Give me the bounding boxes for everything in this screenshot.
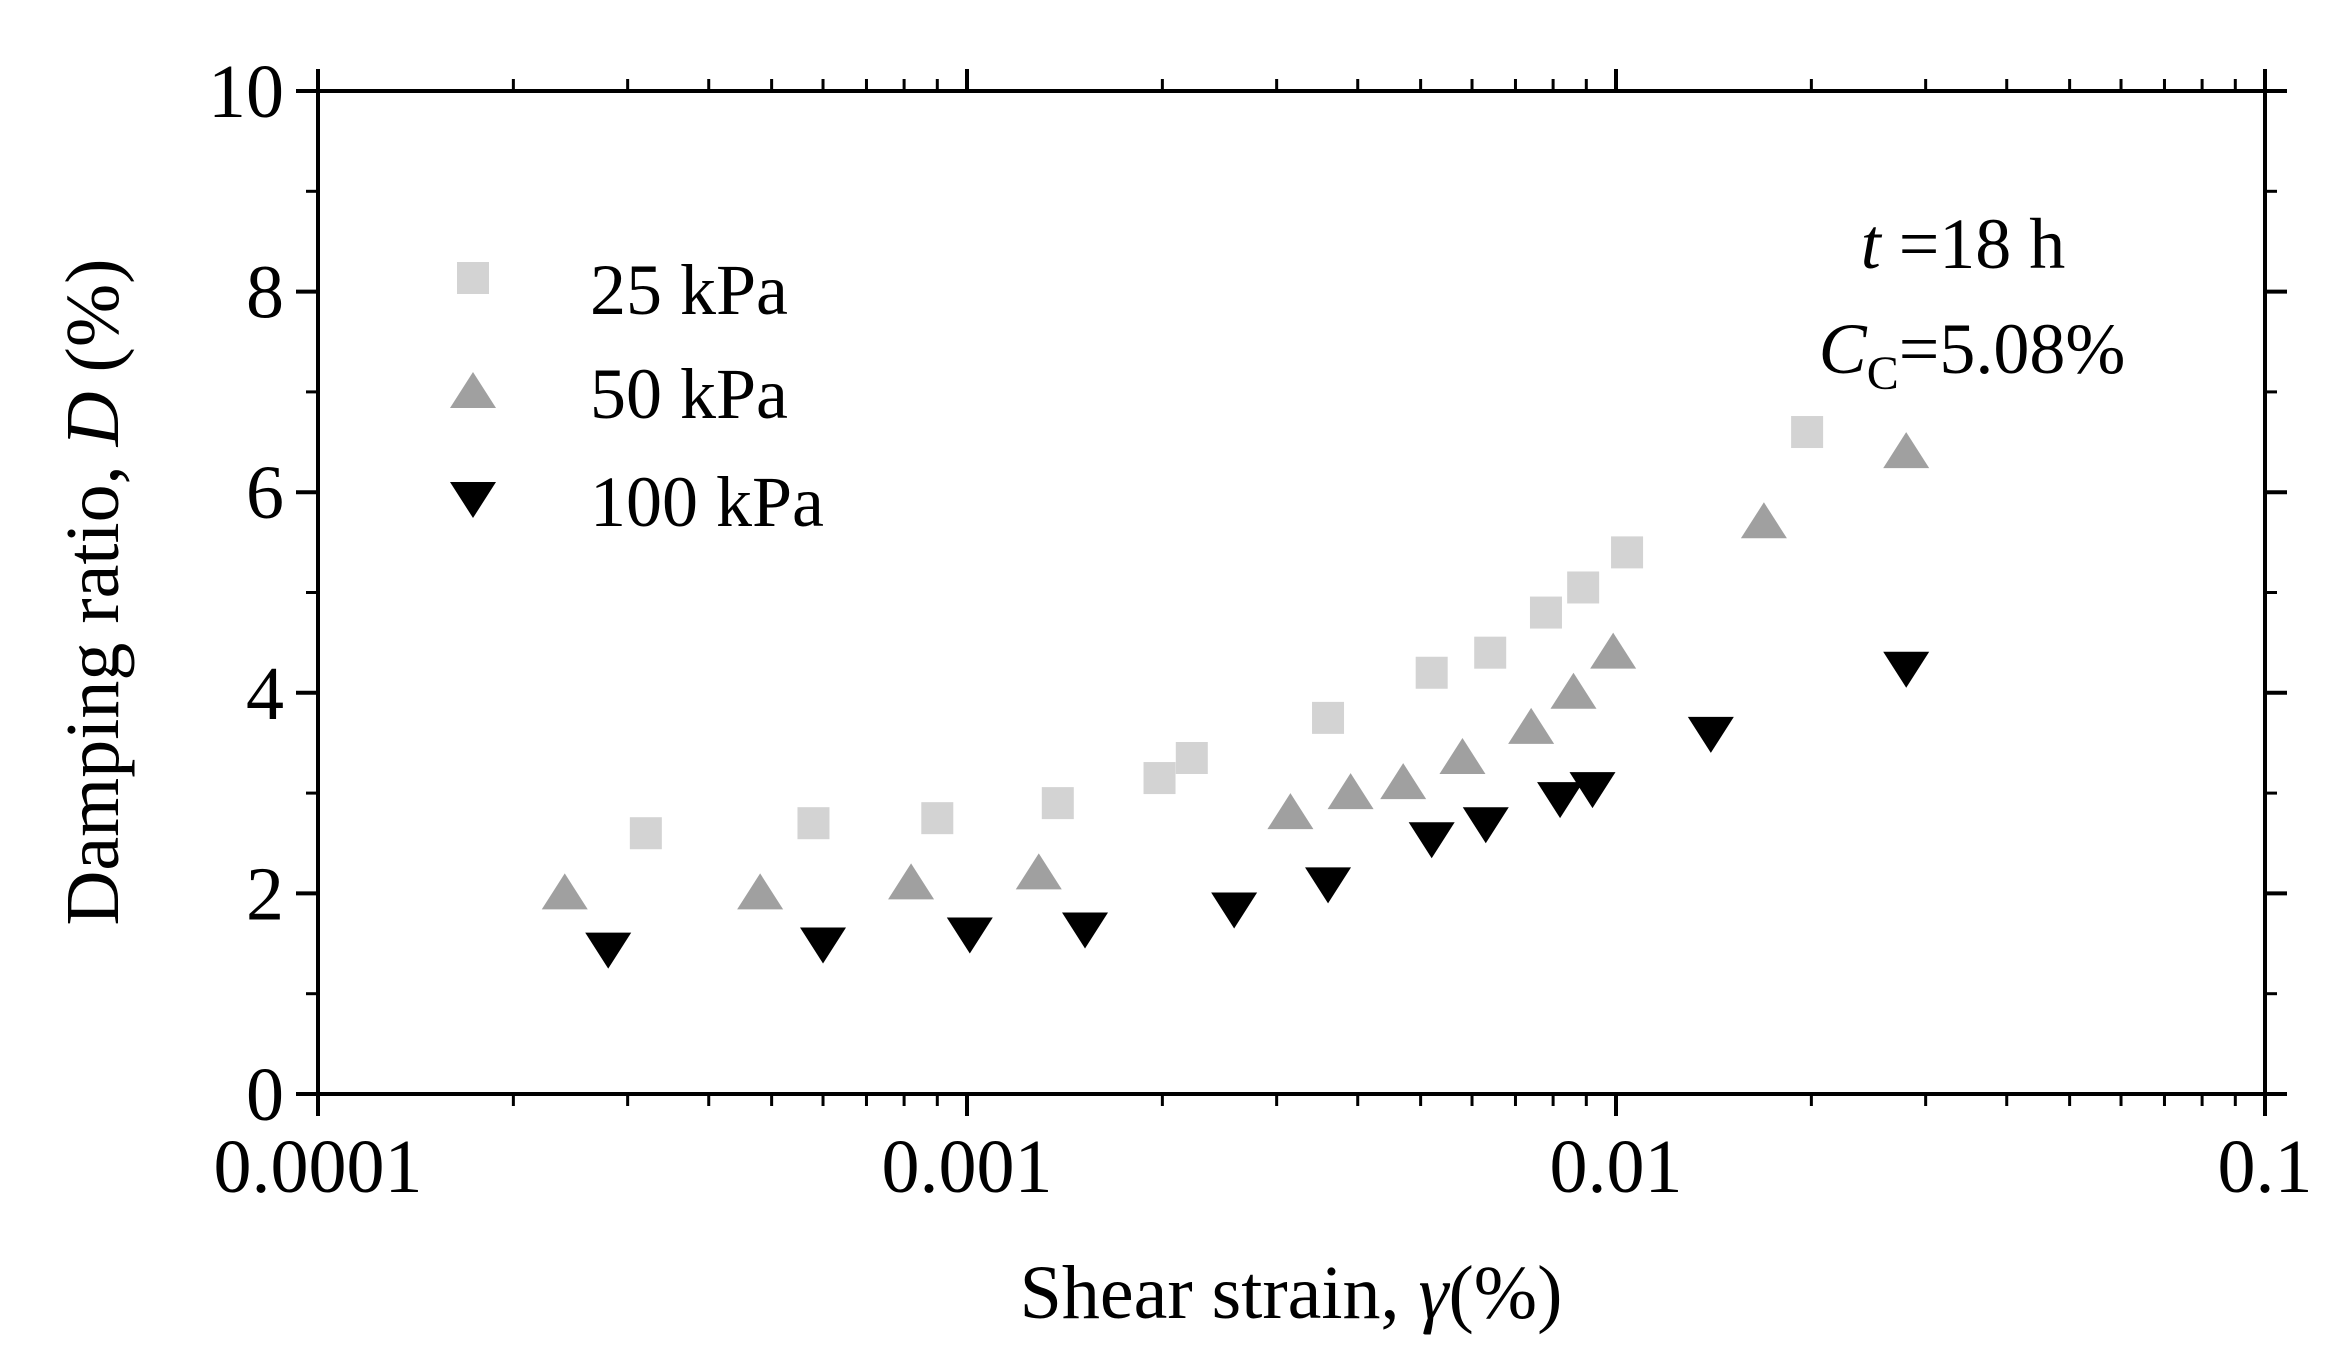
y-tick-label: 0 [246, 1053, 284, 1137]
data-point-triangle-up [1327, 773, 1374, 810]
annotation-cement-content: CC=5.08% [1819, 309, 2126, 400]
data-point-square [1529, 596, 1562, 629]
y-tick-label: 8 [246, 251, 284, 335]
legend-item-50kpa: 50 kPa [450, 354, 788, 434]
data-point-triangle-up [1883, 432, 1930, 469]
data-point-square [629, 817, 662, 850]
x-tick-label: 0.0001 [214, 1125, 423, 1209]
data-point-triangle-up [1380, 763, 1427, 800]
data-point-triangle-up [737, 873, 784, 910]
data-point-square [1474, 636, 1507, 669]
data-point-triangle-up [1508, 707, 1555, 744]
series-50-kpa [541, 432, 1930, 910]
legend-marker-triangle-down [450, 482, 496, 518]
data-point-triangle-up [1550, 672, 1597, 709]
data-point-square [1041, 787, 1074, 820]
legend: 25 kPa 50 kPa 100 kPa [450, 250, 824, 542]
tick-labels: 0.0001 0.001 0.01 0.1 0 2 4 6 8 10 [208, 50, 2313, 1209]
data-points [541, 416, 1930, 969]
data-point-triangle-down [1883, 651, 1930, 688]
y-tick-label: 4 [246, 652, 284, 736]
legend-label: 50 kPa [590, 354, 788, 434]
data-point-triangle-up [541, 873, 588, 910]
data-point-triangle-down [1062, 912, 1109, 949]
data-point-triangle-up [888, 863, 935, 900]
y-tick-label: 2 [246, 852, 284, 936]
data-point-square [1611, 536, 1644, 569]
data-point-square [1143, 762, 1176, 795]
data-point-triangle-down [946, 917, 993, 954]
x-tick-label: 0.001 [882, 1125, 1053, 1209]
legend-item-25kpa: 25 kPa [457, 250, 788, 330]
data-point-square [797, 807, 830, 840]
data-point-triangle-down [800, 927, 847, 964]
data-point-triangle-down [1687, 716, 1734, 753]
series-25-kpa [629, 416, 1824, 850]
series-100-kpa [585, 651, 1930, 969]
legend-label: 25 kPa [590, 250, 788, 330]
y-tick-label: 10 [208, 50, 284, 134]
data-point-triangle-down [1211, 892, 1258, 929]
legend-label: 100 kPa [590, 462, 824, 542]
data-point-square [1312, 701, 1345, 734]
data-point-triangle-up [1015, 853, 1062, 890]
data-point-triangle-up [1439, 737, 1486, 774]
annotation-time: t =18 h [1861, 204, 2066, 284]
data-point-triangle-up [1740, 502, 1787, 539]
plot-area-frame [316, 89, 2267, 1096]
data-point-triangle-down [1408, 822, 1455, 859]
x-tick-label: 0.1 [2218, 1125, 2313, 1209]
legend-item-100kpa: 100 kPa [450, 462, 824, 542]
x-axis-title: Shear strain, γ(%) [1020, 1251, 1563, 1335]
data-point-triangle-down [1305, 867, 1352, 904]
y-tick-label: 6 [246, 451, 284, 535]
data-point-triangle-up [1267, 793, 1314, 830]
data-point-triangle-up [1590, 632, 1637, 669]
y-axis-title: Damping ratio, D (%) [51, 259, 135, 926]
data-point-square [1791, 416, 1824, 449]
data-point-square [921, 802, 954, 835]
data-point-triangle-down [1462, 807, 1509, 844]
legend-marker-triangle-up [450, 372, 496, 408]
data-point-square [1415, 656, 1448, 689]
legend-marker-square [457, 262, 489, 294]
data-point-triangle-down [1569, 772, 1616, 809]
x-tick-label: 0.01 [1550, 1125, 1683, 1209]
data-point-square [1175, 741, 1208, 774]
data-point-triangle-down [1537, 782, 1584, 819]
data-point-square [1567, 571, 1600, 604]
data-point-triangle-down [585, 932, 632, 969]
annotation: t =18 h CC=5.08% [1819, 204, 2126, 400]
